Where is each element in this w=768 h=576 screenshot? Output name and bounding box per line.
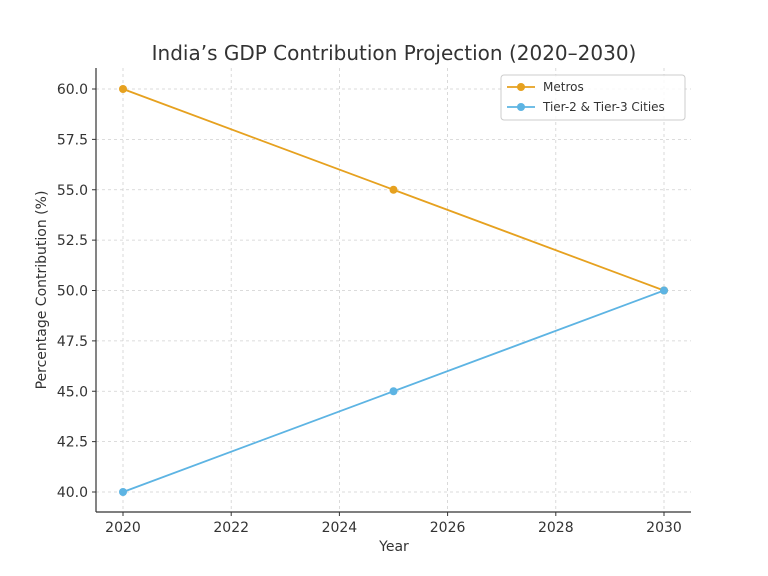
data-point [389, 387, 398, 396]
y-tick-label: 42.5 [57, 435, 88, 451]
y-tick-label: 60.0 [57, 82, 88, 98]
x-tick-label: 2026 [430, 520, 466, 536]
x-tick-label: 2028 [538, 520, 574, 536]
axes [95, 68, 691, 513]
x-ticks: 2020 2022 2024 2026 2028 2030 [105, 512, 682, 536]
legend-marker [517, 83, 525, 91]
data-point [660, 286, 668, 295]
legend: Metros Tier-2 & Tier-3 Cities [500, 74, 686, 121]
y-ticks: 40.0 42.5 45.0 47.5 50.0 52.5 55.0 57.5 60.0 [57, 82, 96, 501]
y-tick-label: 50.0 [57, 284, 88, 300]
series-1 [119, 286, 668, 496]
x-tick-label: 2024 [322, 520, 358, 536]
y-axis-label: Percentage Contribution (%) [34, 191, 50, 390]
y-tick-label: 52.5 [57, 233, 88, 249]
legend-label: Tier-2 & Tier-3 Cities [542, 100, 665, 114]
chart-title: India’s GDP Contribution Projection (202… [152, 41, 637, 65]
data-point [119, 488, 127, 496]
grid [96, 68, 691, 512]
x-axis-label: Year [378, 539, 409, 555]
legend-box [500, 74, 686, 121]
y-tick-label: 55.0 [57, 183, 88, 199]
data-point [389, 185, 398, 194]
y-tick-label: 47.5 [57, 334, 88, 350]
legend-marker [517, 103, 525, 111]
y-tick-label: 57.5 [57, 132, 88, 148]
x-tick-label: 2030 [646, 520, 682, 536]
data-point [119, 85, 127, 93]
x-tick-label: 2020 [105, 520, 141, 536]
y-tick-label: 40.0 [57, 485, 88, 501]
y-tick-label: 45.0 [57, 384, 88, 400]
x-tick-label: 2022 [213, 520, 249, 536]
legend-label: Metros [543, 80, 584, 94]
